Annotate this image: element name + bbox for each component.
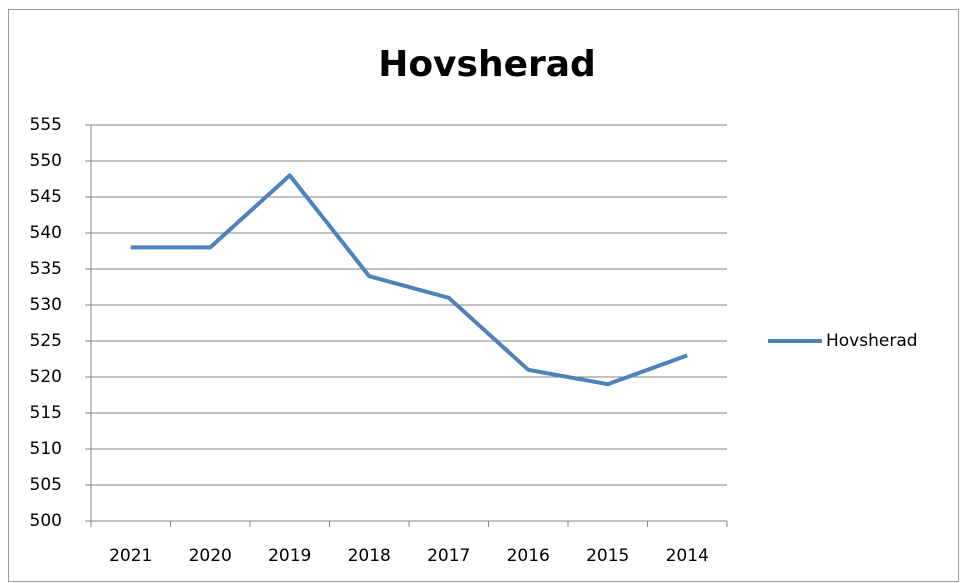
x-tick-label: 2017 [427, 546, 470, 566]
data-line [130, 173, 688, 387]
y-tick-label: 525 [30, 331, 62, 351]
y-tick-label: 505 [30, 475, 62, 495]
y-tick-label: 510 [30, 439, 62, 459]
x-tick-label: 2020 [189, 546, 232, 566]
x-tick-label: 2019 [268, 546, 311, 566]
x-tick-label: 2015 [586, 546, 629, 566]
x-tick-label: 2016 [507, 546, 550, 566]
chart-title: Hovsherad [378, 44, 596, 85]
x-tick-label: 2018 [348, 546, 391, 566]
x-tick-label: 2014 [666, 546, 709, 566]
y-tick-label: 555 [30, 115, 62, 135]
y-tick-label: 520 [30, 367, 62, 387]
y-tick-label: 535 [30, 259, 62, 279]
y-tick-label: 530 [30, 295, 62, 315]
y-tick-label: 515 [30, 403, 62, 423]
y-tick-label: 550 [30, 151, 62, 171]
chart-frame [8, 9, 959, 582]
y-tick-label: 540 [30, 223, 62, 243]
y-tick-label: 500 [30, 511, 62, 531]
x-tick-label: 2021 [109, 546, 152, 566]
legend-label: Hovsherad [826, 331, 918, 351]
y-tick-label: 545 [30, 187, 62, 207]
